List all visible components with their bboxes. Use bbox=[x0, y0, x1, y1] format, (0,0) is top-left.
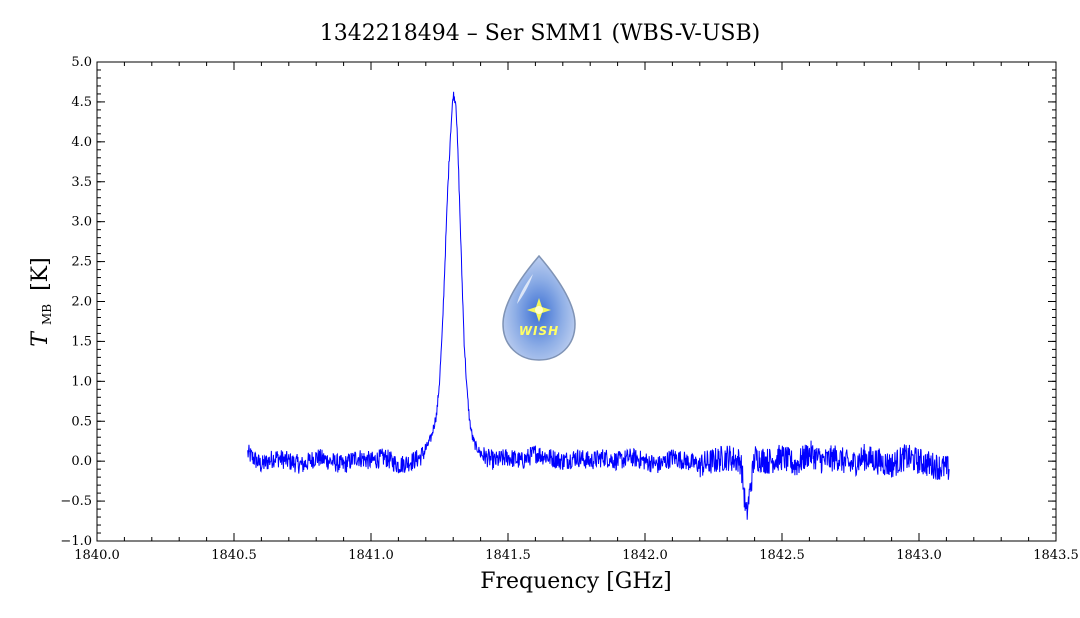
x-axis-ticks bbox=[96, 62, 1057, 541]
y-tick-label: 0.5 bbox=[71, 414, 92, 429]
x-tick-label: 1841.0 bbox=[348, 548, 394, 563]
series-group bbox=[247, 91, 950, 520]
y-axis-label-unit: [K] bbox=[28, 257, 53, 291]
plot-frame bbox=[96, 61, 1057, 542]
x-tick-label: 1842.5 bbox=[759, 548, 805, 563]
y-tick-label: 2.0 bbox=[71, 295, 92, 310]
x-axis-tick-labels: 1840.0 1840.5 1841.0 1841.5 1842.0 1842.5 1843… bbox=[74, 548, 1079, 563]
x-tick-label: 1840.0 bbox=[74, 548, 120, 563]
series-line bbox=[247, 91, 950, 520]
y-tick-label: 1.5 bbox=[71, 334, 92, 349]
svg-text:T MB [K]: T MB [K] bbox=[28, 257, 57, 346]
y-axis-ticks bbox=[97, 61, 1056, 542]
x-axis-label: Frequency [GHz] bbox=[480, 569, 672, 594]
logo-text: WISH bbox=[519, 324, 559, 338]
x-tick-label: 1842.0 bbox=[622, 548, 668, 563]
y-tick-label: 1.0 bbox=[71, 374, 92, 389]
drop-highlight-icon bbox=[517, 274, 533, 304]
y-tick-label: −0.5 bbox=[60, 494, 92, 509]
y-tick-label: −1.0 bbox=[60, 534, 92, 549]
star-icon bbox=[527, 298, 551, 322]
x-tick-label: 1841.5 bbox=[485, 548, 531, 563]
x-tick-label: 1843.0 bbox=[896, 548, 942, 563]
y-axis-label: T MB [K] bbox=[28, 257, 57, 346]
y-tick-label: 3.0 bbox=[71, 215, 92, 230]
y-tick-label: 0.0 bbox=[71, 454, 92, 469]
y-tick-label: 2.5 bbox=[71, 255, 92, 270]
y-tick-label: 3.5 bbox=[71, 175, 92, 190]
chart-title: 1342218494 – Ser SMM1 (WBS-V-USB) bbox=[320, 21, 760, 46]
y-axis-label-sub: MB bbox=[40, 304, 54, 325]
x-tick-label: 1843.5 bbox=[1033, 548, 1079, 563]
y-tick-label: 4.5 bbox=[71, 95, 92, 110]
y-tick-label: 4.0 bbox=[71, 135, 92, 150]
y-tick-label: 5.0 bbox=[71, 55, 92, 70]
y-axis-tick-labels: −1.0 −0.5 0.0 0.5 1.0 1.5 2.0 2.5 3.0 3.5 4.0 4.5 5.… bbox=[60, 55, 92, 549]
y-axis-label-main: T bbox=[28, 330, 53, 347]
x-tick-label: 1840.5 bbox=[211, 548, 257, 563]
wish-logo: WISH bbox=[502, 254, 576, 361]
